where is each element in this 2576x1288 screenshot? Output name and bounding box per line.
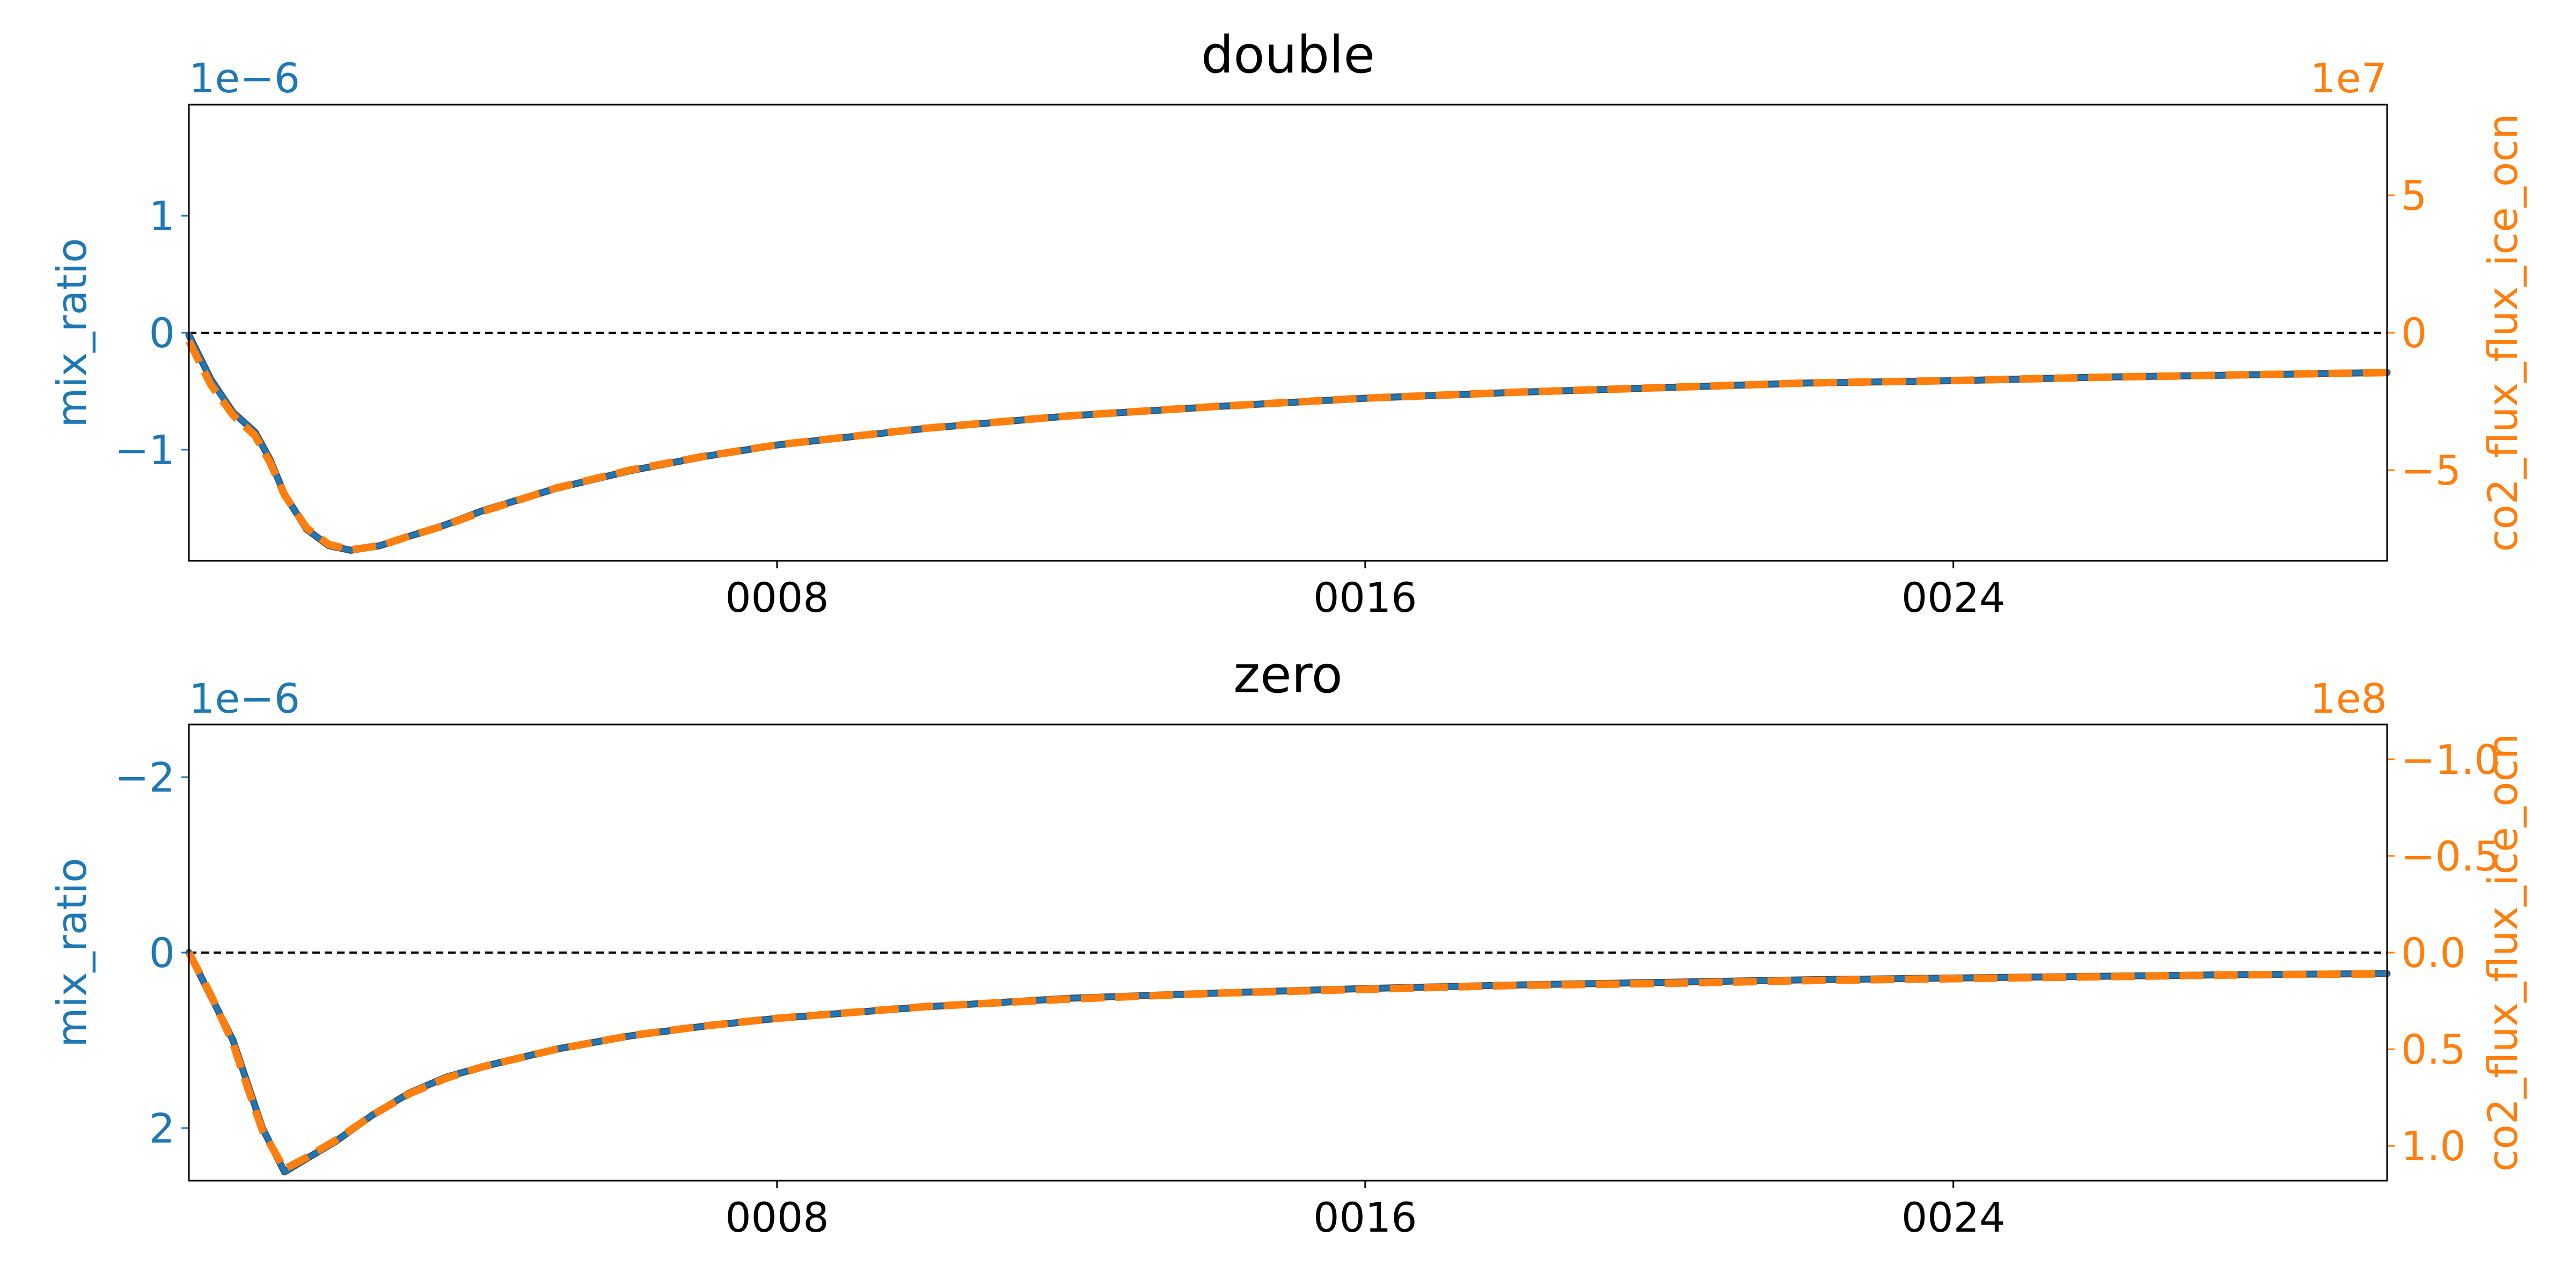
left-axis-ticks: 1 0 −1: [115, 192, 189, 474]
left-axis-label: mix_ratio: [48, 858, 96, 1047]
series-line-co2-flux: [185, 950, 2388, 1173]
left-tick-label: 0: [149, 309, 175, 357]
series-line-co2-flux: [185, 339, 2388, 554]
right-tick-label: −1.0: [2401, 736, 2500, 784]
subplot-zero: zero 1e−6 1e8 mix_ratio co2_flux_flux_ic…: [48, 646, 2527, 1241]
left-tick-label: 1: [149, 192, 175, 240]
x-tick-label: 0008: [725, 1194, 829, 1241]
right-axis-label: co2_flux_flux_ice_ocn: [2479, 114, 2527, 552]
x-tick-label: 0008: [725, 574, 829, 621]
right-tick-label: 0.5: [2401, 1026, 2466, 1073]
right-tick-label: 0: [2401, 309, 2427, 357]
x-tick-label: 0024: [1901, 574, 2005, 621]
x-tick-label: 0016: [1313, 574, 1417, 621]
x-tick-label: 0024: [1901, 1194, 2005, 1241]
left-tick-label: 2: [149, 1104, 175, 1152]
subplot-title: zero: [1233, 646, 1342, 705]
right-axis-label: co2_flux_flux_ice_ocn: [2479, 734, 2527, 1172]
right-axis-ticks: −1.0 −0.5 0.0 0.5 1.0: [2387, 736, 2500, 1170]
right-tick-label: −5: [2401, 447, 2461, 494]
subplot-double: double 1e−6 1e7 mix_ratio co2_flux_flux_…: [48, 26, 2527, 621]
left-axis-label: mix_ratio: [48, 238, 96, 427]
plot-series: [185, 331, 2391, 554]
left-tick-label: −1: [115, 426, 175, 474]
left-tick-label: 0: [149, 929, 175, 977]
right-axis-offset-text: 1e8: [2310, 675, 2387, 722]
axes-frame: [188, 723, 2388, 1182]
right-axis-offset-text: 1e7: [2310, 54, 2387, 102]
left-axis-ticks: −2 0 2: [115, 753, 189, 1152]
left-axis-offset-text: 1e−6: [189, 675, 300, 722]
right-tick-label: −0.5: [2401, 832, 2500, 880]
left-tick-label: −2: [115, 753, 175, 801]
plot-series: [185, 949, 2391, 1176]
right-axis-ticks: 5 0 −5: [2387, 172, 2461, 494]
left-axis-offset-text: 1e−6: [189, 54, 300, 102]
x-axis-ticks: 0008 0016 0024: [725, 561, 2005, 621]
right-tick-label: 1.0: [2401, 1122, 2466, 1170]
x-axis-ticks: 0008 0016 0024: [725, 1181, 2005, 1241]
right-tick-label: 0.0: [2401, 929, 2466, 977]
x-tick-label: 0016: [1313, 1194, 1417, 1241]
axes-frame: [188, 104, 2388, 562]
right-tick-label: 5: [2401, 172, 2427, 219]
subplot-title: double: [1201, 26, 1375, 85]
